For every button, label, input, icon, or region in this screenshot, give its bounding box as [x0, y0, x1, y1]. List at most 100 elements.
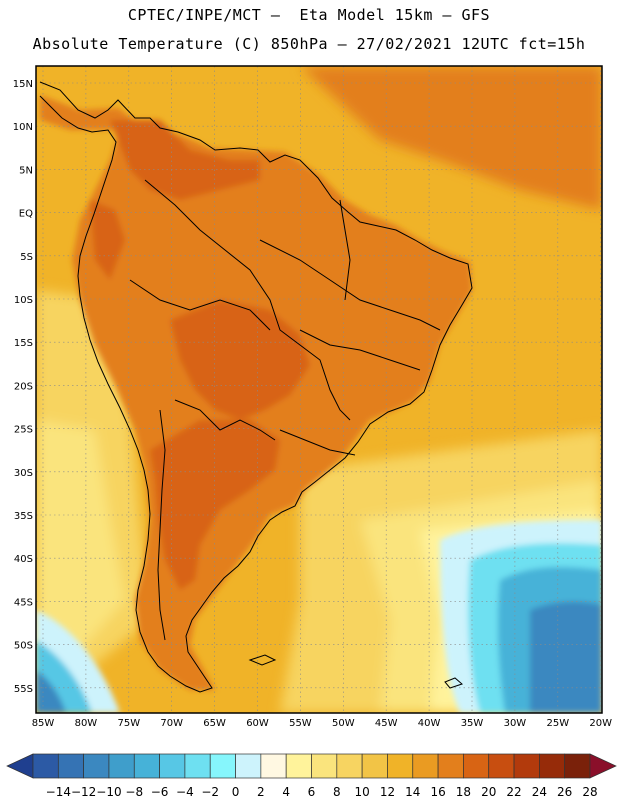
colorbar-min-arrow	[6, 753, 34, 779]
state-border-2	[299, 329, 421, 371]
colorbar-swatch	[336, 753, 363, 779]
longitude-label: 60W	[246, 718, 269, 729]
colorbar-label: 4	[282, 785, 290, 799]
country-border-4	[157, 409, 166, 641]
colorbar-label: 16	[430, 785, 445, 799]
south-pacific-cold-3	[36, 670, 66, 713]
coastlines	[39, 81, 473, 693]
colorbar-swatch	[108, 753, 135, 779]
temperature-colorbar	[6, 753, 617, 779]
colorbar-max-arrow	[589, 753, 617, 779]
colorbar-swatch	[412, 753, 439, 779]
state-border-3	[279, 429, 356, 456]
colorbar-swatch	[387, 753, 414, 779]
north-atlantic-warm-band	[300, 66, 602, 210]
colorbar-swatch	[184, 753, 211, 779]
latitude-label: 20S	[14, 381, 33, 392]
latitude-label: 35S	[14, 511, 33, 522]
map-title-line-2: Absolute Temperature (C) 850hPa – 27/02/…	[32, 35, 586, 53]
colorbar-label: 0	[232, 785, 240, 799]
land-warm-zone-north	[110, 120, 260, 200]
colorbar-swatch	[32, 753, 59, 779]
colorbar-label: −14	[46, 785, 71, 799]
colorbar-label: 6	[308, 785, 316, 799]
latitude-label: 45S	[14, 597, 33, 608]
south-georgia-island	[444, 677, 463, 689]
colorbar-swatch	[463, 753, 490, 779]
latitude-labels: 15N 10N 5N EQ 5S 10S 15S 20S 25S 30S 35S 40S 45S 50S 5…	[13, 79, 33, 695]
longitude-label: 20W	[589, 718, 612, 729]
map-title-line-1: CPTEC/INPE/MCT – Eta Model 15km – GFS	[127, 6, 491, 24]
latitude-label: 50S	[14, 641, 33, 652]
land-warm-zone-west	[90, 200, 125, 280]
longitude-label: 80W	[75, 718, 98, 729]
colorbar-swatch	[285, 753, 312, 779]
longitude-label: 25W	[546, 718, 569, 729]
colorbar-swatch	[159, 753, 186, 779]
colorbar-label: −12	[71, 785, 96, 799]
colorbar-label: −6	[151, 785, 169, 799]
colorbar-swatch	[260, 753, 287, 779]
longitude-label: 30W	[504, 718, 527, 729]
longitude-label: 65W	[203, 718, 226, 729]
country-border-1	[144, 179, 351, 421]
colorbar-label: 18	[456, 785, 471, 799]
colorbar-swatch	[513, 753, 540, 779]
colorbar-swatch	[564, 753, 591, 779]
colorbar-swatch	[57, 753, 84, 779]
latitude-label: EQ	[19, 209, 33, 220]
longitude-label: 70W	[160, 718, 183, 729]
colorbar-swatch	[133, 753, 160, 779]
colorbar-swatch	[361, 753, 388, 779]
colorbar-swatch	[209, 753, 236, 779]
longitude-label: 50W	[332, 718, 355, 729]
state-border-4	[339, 199, 351, 301]
colorbar-label: 10	[354, 785, 369, 799]
longitude-label: 45W	[375, 718, 398, 729]
latitude-label: 15S	[14, 338, 33, 349]
land-warm-zone-center	[170, 300, 310, 420]
colorbar-labels: −14 −12 −10 −8 −6 −4 −2 0 2 4 6 8 10 12 14 16 18 20 22 24 26…	[46, 785, 598, 799]
longitude-label: 75W	[117, 718, 140, 729]
latitude-label: 40S	[14, 554, 33, 565]
colorbar-label: 12	[380, 785, 395, 799]
falkland-islands	[248, 654, 277, 666]
colorbar-swatch	[83, 753, 110, 779]
longitude-labels: 85W 80W 75W 70W 65W 60W 55W 50W 45W 40W 35W 30W 25W 2…	[32, 718, 612, 729]
state-border-1	[259, 239, 441, 331]
colorbar-label: −10	[96, 785, 121, 799]
colorbar-swatch	[437, 753, 464, 779]
colorbar-label: −2	[201, 785, 219, 799]
latitude-label: 10N	[13, 122, 33, 133]
colorbar-label: 26	[557, 785, 572, 799]
colorbar-swatch	[488, 753, 515, 779]
colorbar-label: 14	[405, 785, 420, 799]
latitude-label: 5N	[19, 165, 33, 176]
colorbar-label: 8	[333, 785, 341, 799]
longitude-label: 55W	[289, 718, 312, 729]
longitude-label: 85W	[32, 718, 55, 729]
latitude-label: 55S	[14, 684, 33, 695]
country-border-3	[174, 399, 276, 441]
south-america-coastline	[39, 81, 473, 693]
latitude-label: 30S	[14, 468, 33, 479]
temperature-field	[36, 66, 602, 713]
colorbar-swatch	[235, 753, 262, 779]
country-border-2	[129, 279, 271, 331]
colorbar-label: −8	[125, 785, 143, 799]
map-frame	[35, 65, 603, 714]
colorbar-swatch	[539, 753, 566, 779]
colorbar-label: −4	[176, 785, 194, 799]
latitude-label: 15N	[13, 79, 33, 90]
latitude-label: 25S	[14, 425, 33, 436]
longitude-label: 40W	[418, 718, 441, 729]
colorbar-label: 24	[532, 785, 547, 799]
colorbar-label: 2	[257, 785, 265, 799]
latitude-label: 5S	[20, 252, 33, 263]
colorbar-label: 22	[506, 785, 521, 799]
colorbar-label: 20	[481, 785, 496, 799]
land-warm-zone-south	[150, 420, 280, 590]
longitude-label: 35W	[461, 718, 484, 729]
colorbar-swatch	[311, 753, 338, 779]
